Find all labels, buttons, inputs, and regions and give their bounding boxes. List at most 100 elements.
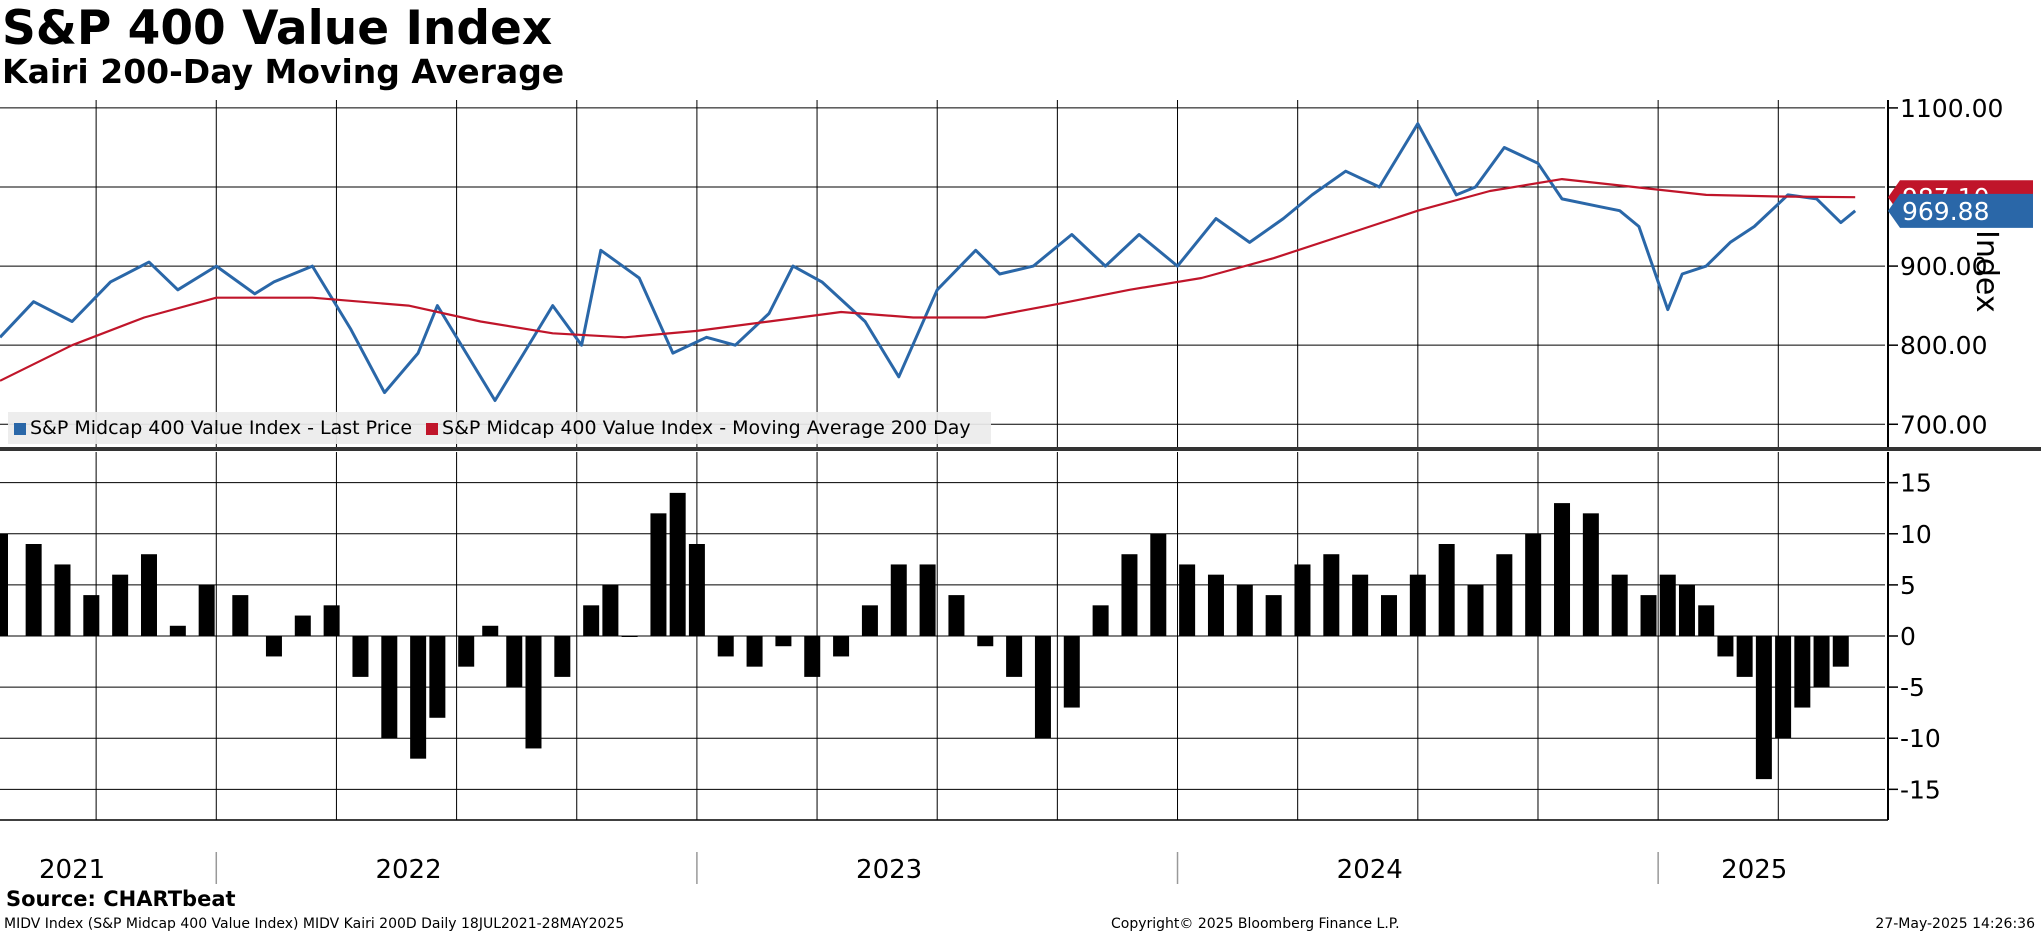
kairi-bar: [1034, 636, 1051, 739]
kairi-bar: [1323, 554, 1340, 636]
y-tick-label-top: 700.00: [1900, 410, 1987, 439]
footer-description: MIDV Index (S&P Midcap 400 Value Index) …: [4, 916, 625, 932]
x-tick-label-2022: 2022: [375, 855, 441, 885]
kairi-bar: [0, 533, 8, 636]
kairi-bar: [1179, 564, 1196, 636]
kairi-bar: [525, 636, 542, 749]
kairi-bar: [669, 492, 686, 636]
kairi-bar: [688, 544, 705, 636]
kairi-bar: [1611, 574, 1628, 636]
kairi-bar: [25, 544, 42, 636]
legend-label-last-price: S&P Midcap 400 Value Index - Last Price: [30, 417, 413, 439]
kairi-bar: [948, 595, 965, 636]
kairi-bar: [1294, 564, 1311, 636]
kairi-bar: [54, 564, 71, 636]
kairi-bar: [621, 636, 638, 637]
legend: S&P Midcap 400 Value Index - Last Price S…: [8, 412, 991, 444]
tag-value: 969.88: [1902, 197, 1989, 226]
kairi-bar: [804, 636, 821, 677]
x-tick-label-2025: 2025: [1721, 855, 1787, 885]
kairi-bar: [1832, 636, 1849, 667]
kairi-bar: [1717, 636, 1734, 657]
footer-timestamp: 27-May-2025 14:26:36: [1875, 916, 2035, 932]
kairi-bar: [1150, 533, 1167, 636]
kairi-bar: [890, 564, 907, 636]
kairi-bar: [1409, 574, 1426, 636]
kairi-bar: [112, 574, 129, 636]
tag-shape: [1888, 193, 2033, 228]
kairi-bar: [1659, 574, 1676, 636]
kairi-bar: [381, 636, 398, 739]
kairi-bar: [861, 605, 878, 636]
kairi-bar: [717, 636, 734, 657]
kairi-bar: [1352, 574, 1369, 636]
kairi-bar: [602, 584, 619, 636]
kairi-bar: [482, 625, 499, 636]
kairi-bar: [1265, 595, 1282, 636]
kairi-bar: [1380, 595, 1397, 636]
kairi-bar: [1092, 605, 1109, 636]
kairi-bar: [1121, 554, 1138, 636]
legend-swatch-moving-average: [426, 423, 439, 435]
kairi-bar: [650, 513, 667, 636]
kairi-bar: [232, 595, 249, 636]
y-tick-label-bottom: 5: [1900, 571, 1916, 600]
kairi-bar: [1207, 574, 1224, 636]
x-tick-label-2024: 2024: [1337, 855, 1403, 885]
legend-item-moving-average: S&P Midcap 400 Value Index - Moving Aver…: [426, 417, 971, 439]
kairi-bar: [1813, 636, 1830, 688]
kairi-bar: [1755, 636, 1772, 780]
y-tick-label-bottom: -5: [1900, 673, 1925, 702]
kairi-bar: [746, 636, 763, 667]
kairi-bar: [1582, 513, 1599, 636]
kairi-bar: [1438, 544, 1455, 636]
x-tick-label-2023: 2023: [856, 855, 922, 885]
kairi-bar: [1063, 636, 1080, 708]
y-tick-label-bottom: -15: [1900, 775, 1941, 804]
kairi-bar: [294, 615, 311, 636]
y-tick-label-top: 1100.00: [1900, 94, 2003, 123]
kairi-bar: [410, 636, 427, 759]
kairi-bar: [83, 595, 100, 636]
last-value-tag-last-price: 969.88: [1888, 193, 2033, 228]
footer-copyright: Copyright© 2025 Bloomberg Finance L.P.: [1111, 916, 1400, 932]
kairi-bar: [977, 636, 994, 647]
y-tick-label-top: 900.00: [1900, 252, 1987, 281]
kairi-bar: [169, 625, 186, 636]
y-tick-label-bottom: 15: [1900, 469, 1932, 498]
x-tick-label-2021: 2021: [39, 855, 105, 885]
source-label: Source: CHARTbeat: [6, 887, 236, 911]
kairi-bar: [1006, 636, 1023, 677]
kairi-bar: [583, 605, 600, 636]
kairi-bar: [1525, 533, 1542, 636]
kairi-bar: [1640, 595, 1657, 636]
kairi-bar: [1467, 584, 1484, 636]
kairi-bar: [198, 584, 215, 636]
y-tick-label-top: 800.00: [1900, 331, 1987, 360]
kairi-bar: [265, 636, 282, 657]
kairi-bar: [1775, 636, 1792, 739]
y-tick-label-bottom: -10: [1900, 724, 1941, 753]
kairi-bar: [506, 636, 523, 688]
kairi-bar: [833, 636, 850, 657]
kairi-bar: [1698, 605, 1715, 636]
kairi-bar: [323, 605, 340, 636]
kairi-bar: [352, 636, 369, 677]
chart-title: S&P 400 Value Index: [2, 1, 553, 56]
kairi-bar: [1554, 503, 1571, 636]
legend-label-moving-average: S&P Midcap 400 Value Index - Moving Aver…: [442, 417, 971, 439]
kairi-bar: [1496, 554, 1513, 636]
y-axis-title: Index: [1969, 230, 2004, 313]
kairi-bar: [429, 636, 446, 718]
kairi-bar: [1794, 636, 1811, 708]
series-line-last-price: [0, 122, 1857, 402]
legend-item-last-price: S&P Midcap 400 Value Index - Last Price: [14, 417, 412, 439]
kairi-bar: [775, 636, 792, 647]
kairi-bar: [1736, 636, 1753, 677]
y-tick-label-bottom: 10: [1900, 520, 1932, 549]
kairi-bar: [1236, 584, 1253, 636]
legend-swatch-last-price: [14, 423, 26, 435]
kairi-bar: [458, 636, 475, 667]
kairi-bar: [140, 554, 157, 636]
